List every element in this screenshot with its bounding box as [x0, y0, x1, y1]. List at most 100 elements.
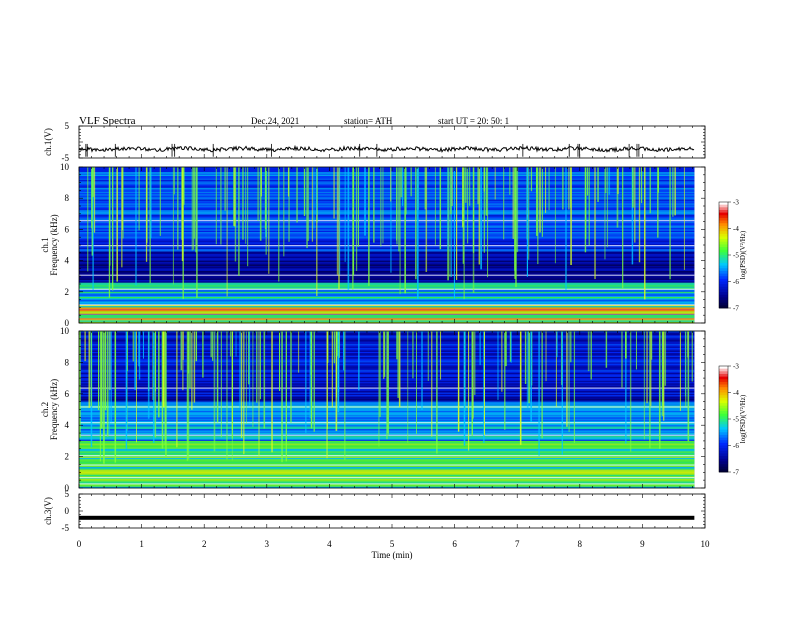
sferic-streak	[368, 167, 370, 286]
x-tick-label: 1	[139, 539, 144, 549]
colorbar-swatch	[719, 249, 728, 253]
colorbar-swatch	[719, 408, 728, 412]
spectrogram-band	[79, 255, 695, 257]
sferic-streak	[326, 331, 328, 459]
sferic-streak	[152, 331, 155, 443]
spectrogram-band	[79, 169, 695, 172]
x-tick-label: 9	[640, 539, 645, 549]
sferic-streak	[519, 331, 522, 445]
y-tick-label: 8	[65, 357, 70, 367]
sferic-streak	[483, 167, 485, 253]
colorbar-swatch	[719, 453, 728, 457]
sferic-streak	[138, 167, 140, 231]
spectrogram-band	[79, 168, 695, 170]
spectrogram-band	[79, 290, 695, 293]
colorbar-swatch	[719, 434, 728, 438]
spectrogram-band	[79, 178, 695, 181]
sferic-streak	[215, 167, 217, 245]
sferic-streak	[528, 331, 530, 404]
sferic-streak	[570, 167, 572, 265]
sferic-streak	[364, 167, 366, 236]
sferic-streak	[92, 167, 94, 290]
sferic-streak	[605, 331, 608, 368]
spectrogram-band	[79, 480, 695, 482]
sferic-streak	[436, 331, 438, 454]
sferic-streak	[191, 331, 193, 410]
sferic-streak	[338, 331, 340, 358]
sferic-streak	[142, 331, 144, 359]
spectrogram-band	[79, 304, 695, 307]
sferic-streak	[555, 331, 557, 407]
spectrogram-band	[79, 250, 695, 252]
colorbar-swatch	[719, 432, 728, 436]
colorbar-swatch	[719, 265, 728, 269]
sferic-streak	[472, 167, 475, 293]
spectrogram-band	[79, 248, 695, 251]
colorbar-label: log(PSD)(V²/Hz)	[739, 394, 747, 443]
sferic-streak	[162, 331, 165, 408]
spectrogram-band	[79, 444, 695, 447]
sferic-streak	[541, 331, 543, 439]
colorbar-swatch	[719, 403, 728, 407]
colorbar-swatch	[719, 426, 728, 430]
spectrogram-band	[79, 286, 695, 289]
sferic-streak	[427, 331, 429, 381]
spectrogram-band	[79, 176, 695, 178]
sferic-streak	[641, 167, 643, 204]
colorbar-swatch	[719, 252, 728, 256]
spectrogram-band	[79, 261, 695, 264]
sferic-streak	[410, 167, 412, 197]
spectrogram-band	[79, 267, 695, 269]
sferic-streak	[234, 167, 237, 262]
spectrogram-band	[79, 211, 695, 213]
spectrogram-band	[79, 242, 695, 244]
colorbar-swatch	[719, 373, 728, 377]
spectrogram-band	[79, 241, 695, 243]
colorbar-swatch	[719, 247, 728, 251]
sferic-streak	[494, 167, 496, 200]
spectrogram-line	[79, 313, 695, 315]
spectrogram-band	[79, 467, 695, 469]
sferic-streak	[256, 331, 258, 403]
sferic-streak	[450, 167, 452, 277]
spectrogram-band	[79, 269, 695, 272]
spectrogram-band	[79, 254, 695, 256]
colorbar-swatch	[719, 445, 728, 449]
sferic-streak	[172, 167, 174, 285]
sferic-streak	[110, 331, 112, 423]
spectrogram-band	[79, 312, 695, 315]
spectrogram-band	[79, 209, 695, 212]
sferic-streak	[434, 167, 436, 245]
spectrogram-band	[79, 481, 695, 484]
y-axis-label: Frequency (kHz)	[49, 379, 59, 440]
sferic-streak	[387, 331, 389, 434]
colorbar-tick-label: -3	[733, 199, 739, 207]
spectrogram-band	[79, 289, 695, 291]
sferic-streak	[616, 167, 619, 228]
spectrogram-band	[79, 463, 695, 465]
sferic-streak	[242, 167, 244, 240]
colorbar-swatch	[719, 300, 728, 304]
sferic-streak	[187, 331, 190, 460]
colorbar-tick-label: -7	[733, 469, 739, 477]
sferic-streak	[252, 331, 254, 427]
spectrogram-band	[79, 457, 695, 460]
spectrogram-band	[79, 206, 695, 208]
sferic-streak	[657, 167, 659, 238]
sferic-streak	[526, 167, 529, 277]
spectrogram-line	[79, 245, 695, 247]
sferic-streak	[545, 167, 547, 213]
y-axis-label: ch.3(V)	[43, 497, 53, 525]
sferic-streak	[503, 167, 505, 240]
spectrogram-band	[79, 251, 695, 254]
colorbar-swatch	[719, 236, 728, 240]
y-tick-label: 4	[65, 420, 70, 430]
sferic-streak	[257, 167, 259, 221]
sferic-streak	[509, 331, 512, 362]
sferic-streak	[306, 167, 308, 249]
y-tick-label: 0	[65, 318, 70, 328]
sferic-streak	[213, 331, 216, 452]
sferic-streak	[161, 331, 164, 449]
sferic-streak	[687, 331, 690, 442]
